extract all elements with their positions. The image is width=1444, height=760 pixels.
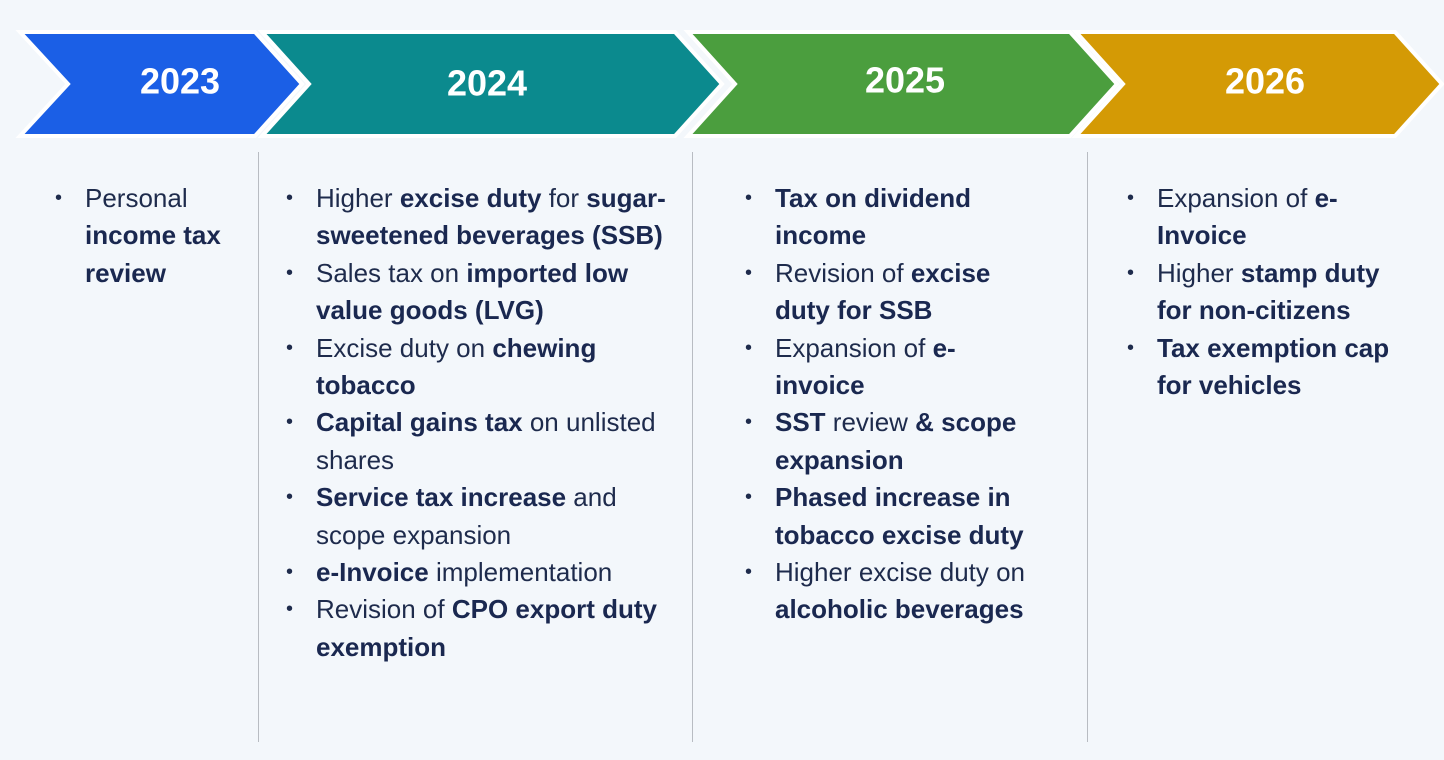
text-run: excise duty — [399, 183, 542, 213]
list-item: Sales tax on imported low value goods (L… — [286, 255, 666, 330]
text-run: excise duty for SSB — [775, 257, 991, 326]
chevron — [15, 30, 305, 138]
text-run: Capital gains tax — [316, 407, 523, 438]
list-item: Excise duty on chewing tobacco — [286, 330, 666, 405]
item-list: Personal income tax review — [55, 180, 255, 292]
list-item: Capital gains tax on unlisted shares — [286, 404, 666, 479]
text-run: chewing tobacco — [316, 332, 597, 401]
text-run: Higher excise duty on — [775, 557, 1026, 588]
text-run: Sales tax on — [316, 257, 467, 288]
text-run: Revision of — [775, 257, 911, 288]
text-run: Higher — [1157, 257, 1241, 288]
item-list: Expansion of e-InvoiceHigher stamp duty … — [1127, 180, 1397, 404]
text-run: for — [541, 183, 587, 213]
list-item: Phased increase in tobacco excise duty — [745, 479, 1045, 554]
list-item: Revision of CPO export duty exemption — [286, 591, 666, 666]
year-label: 2023 — [140, 61, 220, 102]
text-run: Phased increase in tobacco excise duty — [775, 482, 1024, 550]
text-run: Expansion of — [1157, 183, 1315, 213]
text-run: on unlisted shares — [316, 407, 656, 475]
list-item: Tax exemption cap for vehicles — [1127, 330, 1397, 405]
chevrons: 2023 2024 2025 2026 — [15, 30, 1444, 138]
text-run: and scope expansion — [316, 482, 617, 550]
list-item: Higher stamp duty for non-citizens — [1127, 255, 1397, 330]
list-item: Revision of excise duty for SSB — [745, 255, 1045, 330]
list-item: SST review & scope expansion — [745, 404, 1045, 479]
text-run: e-Invoice — [1157, 183, 1338, 251]
list-item: Personal income tax review — [55, 180, 255, 292]
divider — [692, 152, 693, 742]
list-item: Higher excise duty on alcoholic beverage… — [745, 554, 1045, 629]
text-run: alcoholic beverages — [775, 594, 1024, 625]
text-run: imported low value goods (LVG) — [316, 257, 629, 326]
chevron — [1071, 30, 1444, 138]
text-run: Higher — [316, 183, 400, 213]
text-run: Tax exemption cap for vehicles — [1157, 332, 1390, 401]
text-run: stamp duty for non-citizens — [1157, 257, 1380, 326]
divider — [258, 152, 259, 742]
year-label: 2025 — [865, 60, 945, 101]
list-item: Expansion of e-Invoice — [1127, 180, 1397, 255]
list-item: e-Invoice implementation — [286, 554, 666, 592]
list-item: Service tax increase and scope expansion — [286, 479, 666, 554]
text-run: Expansion of — [775, 332, 933, 363]
item-list: Higher excise duty for sugar-sweetened b… — [286, 180, 666, 666]
text-run: & scope expansion — [775, 407, 1017, 475]
chevron — [257, 30, 725, 138]
chevron — [683, 30, 1120, 138]
text-run: Tax on dividend income — [775, 183, 971, 251]
text-run: income tax review — [85, 220, 221, 288]
text-run: sugar-sweetened beverages (SSB) — [316, 183, 666, 251]
text-run: Personal — [85, 183, 188, 213]
divider — [1087, 152, 1088, 742]
text-run: e-Invoice — [316, 557, 429, 588]
item-list: Tax on dividend incomeRevision of excise… — [745, 180, 1045, 629]
year-label: 2024 — [447, 63, 527, 104]
text-run: Service tax increase — [316, 482, 567, 513]
text-run: SST — [775, 407, 826, 438]
list-item: Expansion of e-invoice — [745, 330, 1045, 405]
text-run: CPO export duty exemption — [316, 594, 657, 662]
text-run: e-invoice — [775, 332, 956, 401]
year-label: 2026 — [1225, 61, 1305, 102]
text-run: Revision of — [316, 594, 452, 625]
text-run: implementation — [428, 557, 613, 588]
list-item: Tax on dividend income — [745, 180, 1045, 255]
text-run: review — [825, 407, 916, 438]
list-item: Higher excise duty for sugar-sweetened b… — [286, 180, 666, 255]
text-run: Excise duty on — [316, 332, 493, 363]
